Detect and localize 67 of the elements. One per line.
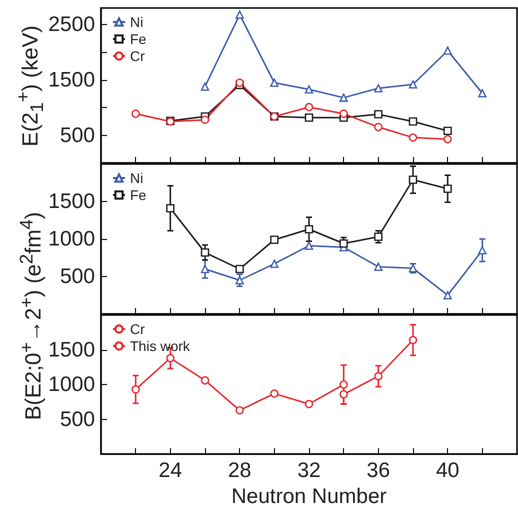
point [444, 126, 452, 136]
point [374, 84, 382, 92]
x-tick-label: 32 [297, 459, 321, 482]
point [236, 10, 244, 19]
point [408, 336, 418, 344]
x-tick-label: 40 [436, 459, 460, 482]
point [132, 385, 140, 394]
point [408, 176, 418, 184]
point [444, 291, 452, 300]
point [374, 122, 382, 132]
point [304, 113, 314, 122]
point [200, 82, 210, 91]
point [270, 236, 278, 244]
y-tick-label: 500 [60, 408, 95, 431]
point [444, 46, 452, 55]
point [340, 380, 348, 389]
point [236, 406, 244, 414]
point [340, 239, 348, 248]
point [478, 246, 486, 254]
point [340, 94, 348, 102]
point [444, 184, 452, 193]
legend-label: Cr [130, 321, 146, 337]
point [478, 89, 486, 98]
legend-label: Fe [130, 31, 147, 47]
point [304, 225, 314, 234]
y-tick-label: 1000 [48, 373, 95, 396]
point [304, 400, 314, 408]
point [200, 376, 210, 385]
point [200, 248, 210, 257]
point [374, 232, 382, 241]
point [340, 390, 348, 398]
legend-label: Ni [130, 14, 144, 30]
legend-label: Fe [130, 187, 147, 203]
point [270, 260, 278, 268]
point [132, 110, 140, 118]
point [374, 372, 382, 380]
y-tick-label: 500 [60, 265, 95, 288]
point [270, 389, 278, 398]
point [200, 264, 210, 274]
point [408, 133, 418, 142]
point [270, 78, 278, 87]
point [408, 117, 418, 126]
x-axis-title: Neutron Number [231, 485, 387, 508]
point [236, 78, 244, 87]
legend-label: Cr [130, 48, 146, 64]
y-tick-label: 500 [60, 124, 95, 147]
y-tick-label: 1500 [48, 338, 95, 362]
point [304, 85, 314, 94]
point [166, 204, 174, 212]
y-tick-label: 1500 [48, 190, 95, 213]
point [374, 262, 382, 271]
y-tick-label: 1000 [48, 228, 95, 250]
y-tick-label: 1500 [48, 68, 95, 92]
point [304, 102, 314, 112]
point [200, 116, 210, 124]
x-tick-label: 24 [158, 459, 182, 482]
legend-label: Ni [130, 170, 144, 186]
x-tick-label: 36 [366, 459, 390, 482]
point [408, 80, 418, 89]
point [444, 135, 452, 144]
point [236, 276, 244, 284]
legend-label: This work [130, 338, 191, 354]
y-tick-label: 2500 [48, 13, 95, 36]
point [374, 110, 382, 118]
point [340, 110, 348, 118]
x-tick-label: 28 [228, 459, 252, 482]
point [166, 354, 174, 362]
